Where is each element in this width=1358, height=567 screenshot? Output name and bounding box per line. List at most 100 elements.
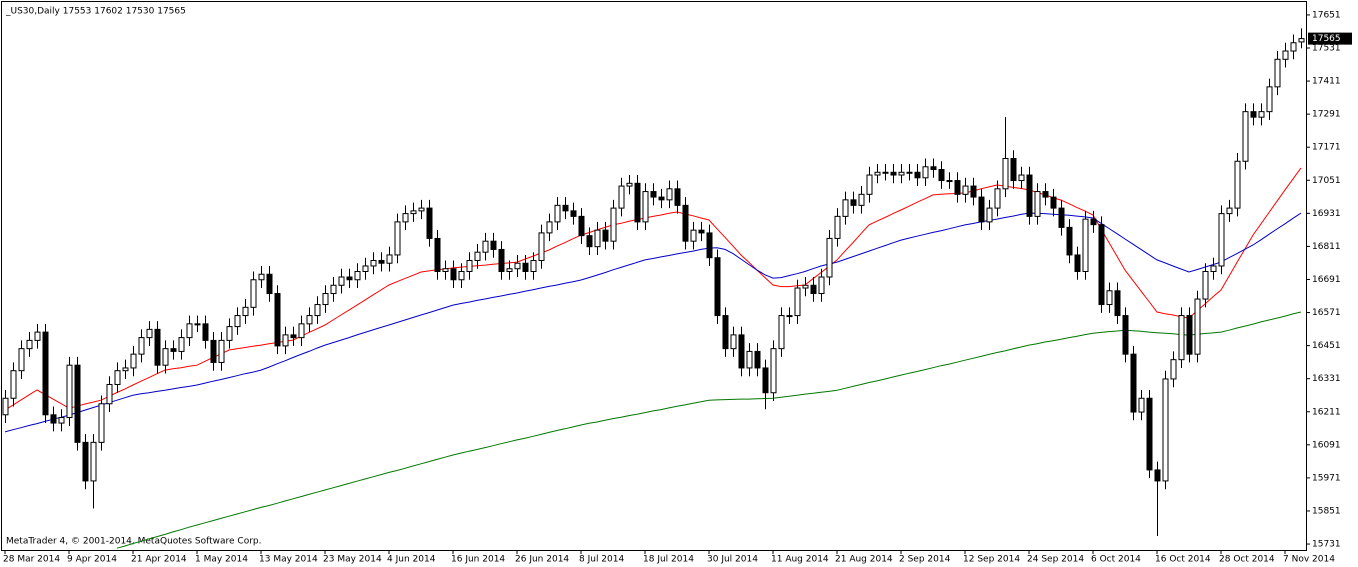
candle-body: [594, 229, 601, 248]
candle-body: [506, 268, 513, 272]
candle-body: [1050, 196, 1057, 209]
candle-body: [98, 403, 105, 443]
candle-body: [602, 229, 609, 242]
candle-body: [714, 257, 721, 317]
candle-body: [1290, 42, 1297, 52]
candle-body: [90, 441, 97, 482]
x-tick-label: 4 Jun 2014: [387, 555, 436, 565]
candle-body: [1146, 397, 1153, 471]
candle-body: [434, 237, 441, 272]
candle-body: [1266, 86, 1273, 113]
y-tick-label: 16091: [1312, 440, 1341, 450]
candle-body: [770, 348, 777, 394]
candle-body: [1274, 58, 1281, 88]
candle-body: [82, 441, 89, 482]
candle-body: [458, 270, 465, 281]
x-tick-label: 21 Apr 2014: [131, 555, 187, 565]
candle-body: [978, 196, 985, 223]
x-tick-label: 1 May 2014: [195, 555, 248, 565]
candle-body: [1202, 270, 1209, 300]
candle-body: [746, 350, 753, 369]
candle-body: [626, 182, 633, 187]
candle-body: [754, 350, 761, 369]
y-tick-label: 16211: [1312, 407, 1341, 417]
candle-body: [538, 232, 545, 261]
candle-body: [1026, 174, 1033, 217]
candle-body: [570, 210, 577, 217]
candle-body: [490, 240, 497, 250]
candle-body: [546, 221, 553, 234]
y-tick-label: 17171: [1312, 143, 1341, 153]
candle-body: [914, 171, 921, 179]
candle-body: [1282, 50, 1289, 60]
y-tick-label: 17051: [1312, 176, 1341, 186]
candle-body: [1082, 218, 1089, 272]
candle-body: [1098, 224, 1105, 306]
candle-body: [282, 334, 289, 347]
candle-body: [162, 348, 169, 366]
candle-body: [226, 326, 233, 341]
candle-body: [1106, 290, 1113, 306]
candle-body: [34, 331, 41, 341]
y-tick-label: 17651: [1312, 10, 1341, 20]
candle-body: [474, 251, 481, 261]
candle-body: [1226, 207, 1233, 215]
candle-body: [994, 188, 1001, 209]
candle-body: [426, 207, 433, 239]
candle-body: [874, 171, 881, 176]
candle-body: [1178, 315, 1185, 361]
candle-body: [42, 331, 49, 416]
candle-body: [170, 348, 177, 352]
candle-body: [906, 171, 913, 174]
x-tick-label: 16 Oct 2014: [1155, 555, 1211, 565]
x-tick-label: 11 Aug 2014: [771, 555, 829, 565]
candle-body: [202, 323, 209, 341]
candle-body: [826, 237, 833, 278]
candle-body: [1258, 111, 1265, 118]
candle-body: [930, 166, 937, 171]
candle-body: [274, 293, 281, 347]
candle-body: [442, 268, 449, 272]
candle-body: [706, 232, 713, 259]
candle-body: [1010, 157, 1017, 182]
plot-frame: [1, 1, 1307, 551]
candle-body: [234, 315, 241, 328]
candle-body: [290, 334, 297, 339]
candle-body: [146, 328, 153, 339]
candle-body: [186, 323, 193, 339]
x-tick-label: 7 Nov 2014: [1283, 555, 1335, 565]
candle-body: [1090, 218, 1097, 226]
candle-body: [314, 304, 321, 317]
y-tick-label: 15971: [1312, 473, 1341, 483]
candle-body: [618, 185, 625, 209]
candle-body: [834, 215, 841, 239]
candle-body: [818, 276, 825, 295]
y-tick-label: 15851: [1312, 506, 1341, 516]
indicator-line: [116, 311, 1302, 549]
candle-body: [730, 334, 737, 350]
candle-body: [890, 171, 897, 176]
candle-body: [122, 367, 129, 372]
x-tick-label: 16 Jun 2014: [451, 555, 505, 565]
candle-body: [554, 204, 561, 223]
candle-body: [586, 235, 593, 248]
x-tick-label: 6 Oct 2014: [1091, 555, 1141, 565]
candle-body: [370, 259, 377, 267]
y-tick-label: 16931: [1312, 209, 1341, 219]
candle-body: [858, 193, 865, 206]
candle-body: [2, 397, 9, 416]
y-tick-label: 16571: [1312, 308, 1341, 318]
x-tick-label: 26 Jun 2014: [515, 555, 569, 565]
candle-body: [298, 323, 305, 339]
candle-body: [698, 229, 705, 234]
x-tick-label: 18 Jul 2014: [643, 555, 694, 565]
candle-body: [642, 191, 649, 223]
candle-body: [378, 259, 385, 264]
last-price-box: [1308, 32, 1352, 45]
candle-body: [578, 215, 585, 237]
candle-body: [1186, 315, 1193, 355]
candle-body: [1114, 290, 1121, 317]
candle-body: [10, 370, 17, 399]
candle-body: [138, 337, 145, 355]
candle-body: [450, 268, 457, 281]
